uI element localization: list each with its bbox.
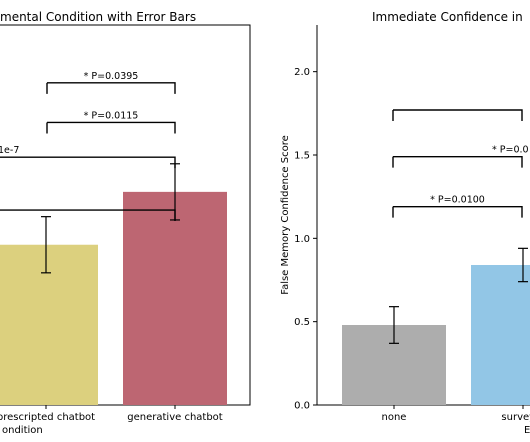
left-significance-bracket-4 (0, 209, 176, 222)
right-y-axis-label: False Memory Confidence Score (280, 135, 291, 295)
left-significance-label-3: 1e-7 (0, 145, 19, 156)
left-bar-1 (0, 244, 98, 405)
left-bar-2 (123, 191, 227, 405)
left-significance-label-1: * P=0.0395 (84, 71, 139, 82)
right-y-tick-label-5: 2.0 (294, 67, 310, 78)
left-significance-bracket-2 (46, 121, 176, 134)
right-significance-label-3: * P=0.0100 (430, 195, 485, 206)
right-chart-title: Immediate Confidence in (372, 10, 523, 24)
right-y-tick-label-4: 1.5 (294, 151, 310, 162)
right-y-tick-label-2: 0.5 (294, 317, 310, 328)
right-significance-bracket-2 (392, 155, 523, 168)
left-x-tick-label-2: generative chatbot (127, 412, 223, 423)
right-y-tick-label-1: 0.0 (294, 401, 310, 412)
left-x-tick-label-1: prescripted chatbot (0, 412, 95, 423)
right-significance-bracket-3 (392, 205, 523, 218)
right-x-tick-label-2: survey b (501, 412, 530, 423)
left-significance-bracket-1 (46, 82, 176, 94)
right-x-axis-label: E (524, 425, 530, 436)
right-significance-label-2: * P=0.0 (492, 145, 529, 156)
left-x-axis-label: ondition (2, 425, 43, 436)
left-chart-panel: mental Condition with Error Bars onditio… (0, 10, 251, 436)
left-chart-title: mental Condition with Error Bars (0, 10, 196, 24)
right-x-tick-label-1: none (382, 412, 407, 423)
left-significance-bracket-3 (0, 156, 176, 169)
right-bar-2 (471, 265, 530, 405)
left-plot-area (0, 24, 251, 406)
right-y-tick-label-3: 1.0 (294, 234, 310, 245)
left-significance-label-2: * P=0.0115 (84, 110, 139, 121)
right-chart-panel: Immediate Confidence in False Memory Con… (280, 10, 530, 436)
right-significance-bracket-1 (392, 109, 523, 121)
